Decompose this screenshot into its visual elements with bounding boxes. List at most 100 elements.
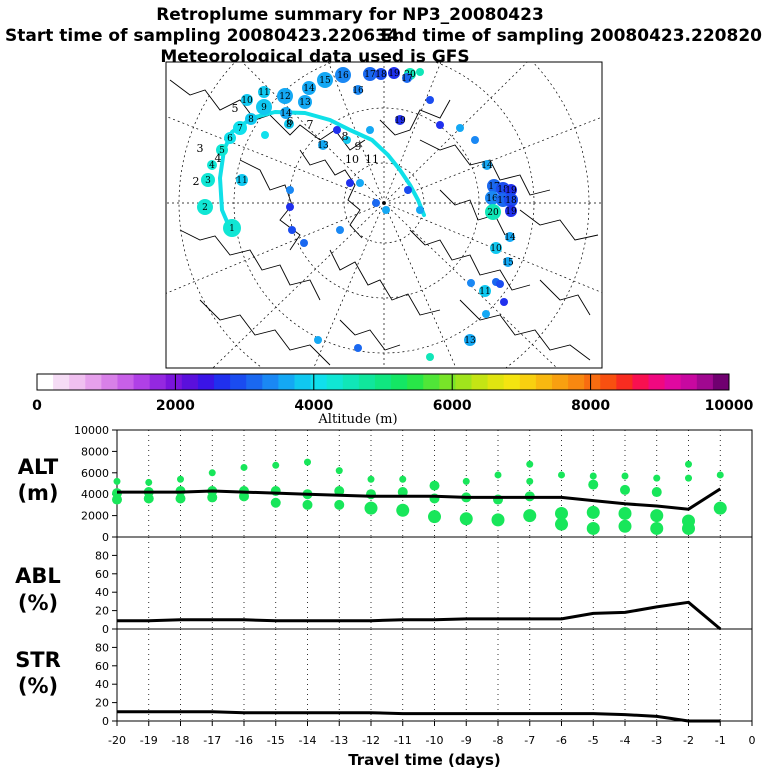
plume-dot [485,191,499,205]
plume-dot-label: 11 [236,176,247,186]
trajectory-day-label: 11 [365,153,379,166]
x-tick-label: -3 [651,734,662,747]
plume-dot [490,242,502,254]
plume-dot [479,285,491,297]
x-axis-label: Travel time (days) [348,751,501,768]
colorbar-cell [535,374,553,390]
plume-dot-label: 16 [352,86,364,96]
panel-label: STR [15,648,61,672]
scatter-point [716,471,724,479]
colorbar-cell [455,374,473,390]
plume-dot-label: 5 [219,146,225,156]
colorbar-title: Altitude (m) [317,412,397,427]
y-tick-label: 20 [95,605,109,618]
colorbar-cell [181,374,199,390]
scatter-point [304,458,311,466]
plume-dot-label: 8 [286,120,292,130]
plume-dot-label: 17 [497,196,509,206]
plume-dot-label: 19 [505,207,517,217]
colorbar-cell [197,374,215,390]
plume-dot-label: 14 [280,109,292,119]
trajectory-day-label: 6 [287,115,294,128]
plume-dot [500,298,508,306]
y-tick-label: 6000 [81,467,109,480]
plume-dot [314,336,322,344]
colorbar-cell [37,374,54,390]
plume-dot [284,119,294,129]
colorbar-cell [487,374,505,390]
scatter-point [208,469,216,477]
colorbar-cell [342,374,360,390]
plume-dot-label: 13 [299,98,311,108]
scatter-point [618,519,632,533]
plume-dot-label: 11 [258,88,269,98]
series-line-alt [117,487,722,511]
scatter-point [397,487,408,498]
plume-dot [288,226,296,234]
plume-dot-label: 19 [505,186,517,196]
scatter-point [459,512,473,526]
scatter-point [239,491,249,502]
plume-dot [207,160,217,170]
scatter-point [523,509,537,523]
scatter-point [334,485,345,496]
scatter-point [143,493,154,504]
trajectory-day-label: 3 [197,142,204,155]
plume-dot [241,94,253,106]
plume-dot [317,72,333,88]
colorbar-cell [230,374,247,390]
scatter-point [367,475,375,483]
plume-dot [201,173,215,187]
plume-dot-label: 4 [209,161,215,171]
plume-dot-label: 18 [505,196,517,206]
plume-dot [505,184,517,196]
scatter-point [558,471,565,479]
colorbar-tick-label: 2000 [156,398,195,414]
plume-dot [426,353,434,361]
trajectory-day-label: 8 [342,130,349,143]
plume-dot-label: 20 [487,208,499,218]
plume-dot [395,115,405,125]
colorbar-cell [616,374,633,390]
scatter-point [586,521,600,535]
colorbar-tick-label: 0 [32,398,42,414]
scatter-point [526,460,534,468]
plume-dot [343,136,351,144]
plume-dot-label: 2 [202,203,208,213]
plume-dot-label: 18 [497,185,509,195]
scatter-point [177,475,184,483]
plume-dot-label: 14 [481,161,493,171]
map-graticule [166,62,602,368]
colorbar-cell [246,374,263,390]
plume-dot [505,205,517,217]
scatter-point [586,505,600,519]
colorbar-cell [374,374,392,390]
y-tick-label: 40 [95,586,109,599]
scatter-point [399,475,407,483]
x-tick-label: -18 [172,734,190,747]
colorbar-tick-label: 8000 [571,398,610,414]
x-tick-label: -14 [299,734,317,747]
plume-dot [404,186,412,194]
plume-dot-label: 9 [261,103,267,113]
colorbar-cell [519,374,537,390]
scatter-point [428,510,441,524]
y-tick-label: 40 [95,678,109,691]
series-line-str [117,710,721,723]
y-tick-label: 0 [102,623,109,636]
plume-dot [277,88,293,104]
plume-dot [223,219,241,237]
colorbar-tick-label: 6000 [433,398,472,414]
scatter-point [713,501,727,515]
plume-dot [197,199,213,215]
plume-dot-label: 10 [490,244,502,254]
scatter-point [618,506,632,520]
trajectory-day-label: 2 [193,175,200,188]
colorbar-tick-label: 4000 [294,398,333,414]
scatter-point [620,484,630,495]
colorbar-cell [310,374,328,390]
plume-dot-label: 8 [248,115,254,125]
plume-dot [302,81,316,95]
scatter-point [396,503,410,517]
